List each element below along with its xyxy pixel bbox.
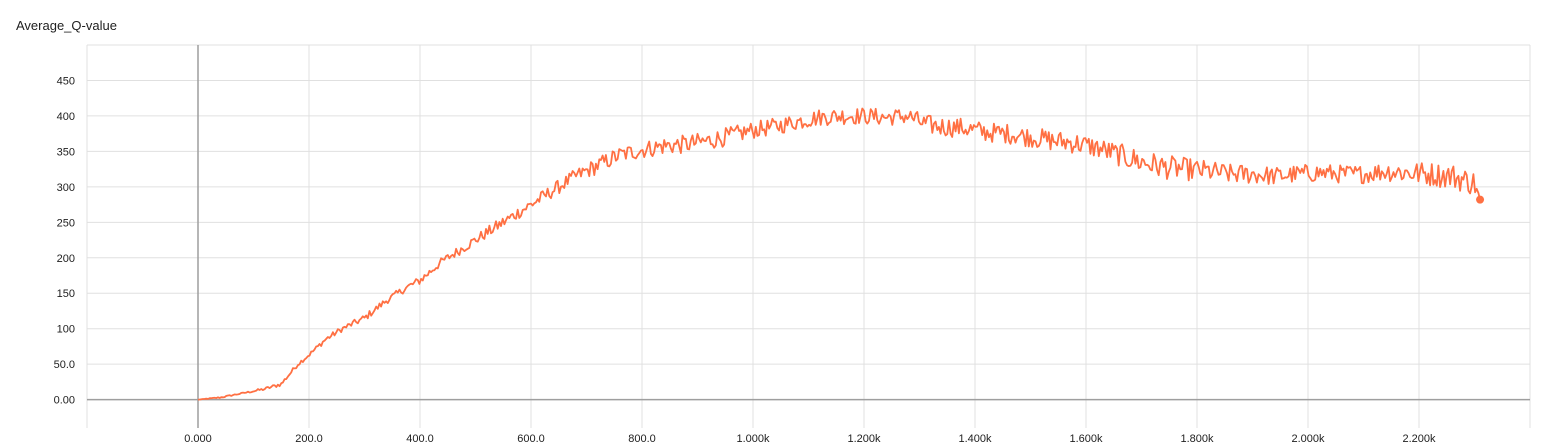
y-tick-label: 50.0 xyxy=(54,359,75,371)
series-end-point xyxy=(1476,195,1485,204)
y-tick-label: 450 xyxy=(57,75,75,87)
x-tick-label: 400.0 xyxy=(406,433,434,445)
y-tick-label: 300 xyxy=(57,182,75,194)
y-tick-label: 350 xyxy=(57,146,75,158)
x-tick-label: 1.200k xyxy=(847,433,881,445)
y-tick-label: 400 xyxy=(57,111,75,123)
y-tick-label: 100 xyxy=(57,324,75,336)
x-tick-label: 1.400k xyxy=(958,433,992,445)
x-tick-label: 600.0 xyxy=(517,433,545,445)
x-tick-label: 1.800k xyxy=(1180,433,1214,445)
x-tick-label: 1.600k xyxy=(1069,433,1103,445)
y-tick-label: 0.00 xyxy=(54,395,75,407)
y-tick-label: 200 xyxy=(57,253,75,265)
x-tick-label: 2.200k xyxy=(1402,433,1436,445)
y-tick-label: 250 xyxy=(57,217,75,229)
x-tick-label: 200.0 xyxy=(295,433,323,445)
y-tick-label: 150 xyxy=(57,288,75,300)
x-tick-label: 1.000k xyxy=(736,433,770,445)
chart-title: Average_Q-value xyxy=(16,18,117,33)
x-tick-label: 0.000 xyxy=(184,433,212,445)
x-tick-label: 800.0 xyxy=(628,433,656,445)
series-line xyxy=(197,107,1481,401)
x-tick-label: 2.000k xyxy=(1291,433,1325,445)
